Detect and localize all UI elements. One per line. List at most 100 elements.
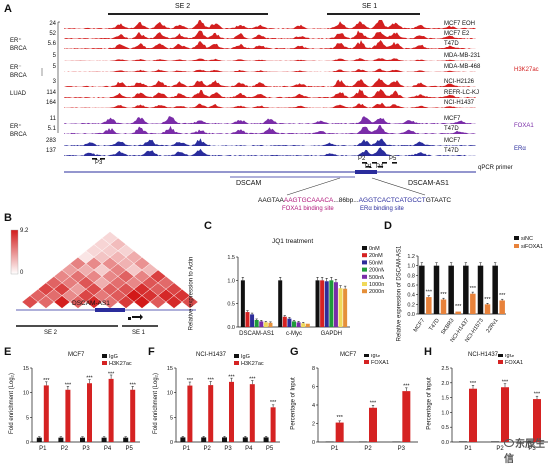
significance-stars: *** <box>129 382 136 388</box>
hic-cell <box>181 295 199 309</box>
bar-IgG-P3 <box>80 437 85 442</box>
bar-IgG-P2 <box>491 441 499 442</box>
track-scale-4: 5 <box>52 53 56 59</box>
bar-siFOXA1-T47D <box>440 299 447 314</box>
panel-c-letter: C <box>204 220 212 232</box>
track-signal-10 <box>64 125 476 134</box>
y-tick-label: 0.2 <box>407 302 415 308</box>
legend-label-H3K27ac: H3K27ac <box>241 361 264 367</box>
track-scale-3: 5.6 <box>47 41 56 47</box>
bar-H3K27ac-P2 <box>65 389 71 442</box>
track-signal-6 <box>64 78 476 87</box>
track-scale-1: 24 <box>49 21 56 27</box>
bar-200nM-c-Myc <box>292 321 296 327</box>
bar-2000nM-GAPDH <box>343 288 348 327</box>
x-category-label: DSCAM-AS1 <box>239 331 275 337</box>
legend-swatch-20nM <box>362 253 367 258</box>
legend-label-50nM: 50nM <box>369 260 383 266</box>
bar-siNC-SKBR3 <box>448 265 454 314</box>
track-cell-label-12: T47D <box>444 148 459 154</box>
x-category-label: P2 <box>364 446 372 452</box>
watermark: 东辰生信 <box>504 439 545 465</box>
bar-H3K27ac-P5 <box>270 407 276 442</box>
legend-label-siFOXA1: siFOXA1 <box>521 244 543 250</box>
primer-p1: P1 <box>365 164 373 170</box>
bar-IgG-P1 <box>36 437 42 442</box>
group-label-er-pos-1: ER⁺ BRCA <box>10 38 27 52</box>
panel-f-chart: 0 5 10 15 *** P1 *** P2 *** P3 *** P4 *** P5 IgGH3K27a… <box>167 354 280 452</box>
legend-label-500nM: 500nM <box>369 275 384 281</box>
legend-label-siNC: siNC <box>521 236 533 242</box>
significance-stars: *** <box>403 384 410 390</box>
legend-swatch-IgG <box>234 354 239 358</box>
bar-H3K27ac-P1 <box>43 385 49 442</box>
y-tick-label: 1.0 <box>441 410 449 416</box>
track-cell-label-3: T47D <box>444 41 459 47</box>
b-se1-label: SE 1 <box>132 330 146 336</box>
track-scale-8: 164 <box>45 100 56 106</box>
se1-label: SE 1 <box>362 3 378 10</box>
foxa1-mark-label: FOXA1 <box>514 123 534 129</box>
bar-IgG-P3 <box>392 441 401 443</box>
track-scale-6: 3 <box>52 79 56 85</box>
x-category-label: P3 <box>528 446 536 452</box>
bar-50nM-c-Myc <box>287 318 292 327</box>
group-label-luad: LUAD <box>10 91 27 97</box>
y-tick-label: 2.5 <box>441 366 449 372</box>
x-category-label: P5 <box>126 446 134 452</box>
panel-e-title: MCF7 <box>68 352 85 358</box>
bar-IgG-P5 <box>123 437 129 442</box>
legend-swatch-siFOXA1 <box>514 244 519 248</box>
y-tick-label: 0 <box>170 440 173 446</box>
bar-0nM-DSCAM-AS1 <box>240 280 245 327</box>
bar-IgG-P2 <box>359 441 367 443</box>
y-tick-label: 1.0 <box>227 278 235 284</box>
panel-d-letter: D <box>384 220 392 232</box>
legend-label-20nM: 20nM <box>369 253 383 259</box>
legend-label-2000nM: 2000nM <box>369 289 384 295</box>
bar-IgG-P1 <box>459 441 467 442</box>
bar-1000nM-GAPDH <box>338 288 343 327</box>
track-scale-11: 283 <box>45 138 56 144</box>
bar-2000nM-c-Myc <box>305 323 310 327</box>
bar-FOXA1-P3 <box>402 391 411 442</box>
h3k27ac-mark-label: H3K27ac <box>514 67 539 73</box>
primer-mark-7 <box>366 166 371 168</box>
legend-label-IgG: IgG <box>505 354 514 359</box>
bar-50nM-GAPDH <box>324 281 329 327</box>
y-tick-label: 1.2 <box>407 254 415 260</box>
track-cell-label-4: MDA-MB-231 <box>444 53 481 59</box>
bar-IgG-P2 <box>201 437 207 442</box>
significance-stars: *** <box>502 380 509 386</box>
track-signal-7 <box>64 89 476 98</box>
significance-stars: *** <box>207 378 214 384</box>
bar-IgG-P4 <box>242 437 248 442</box>
bar-siNC-T47D <box>433 265 440 314</box>
track-cell-label-5: MDA-MB-468 <box>444 64 481 70</box>
x-category-label: c-Myc <box>286 331 302 337</box>
panel-d-chart: 0.00.20.40.60.81.01.2***MCF7***T47D***SK… <box>407 236 543 344</box>
primer-mark-3 <box>362 162 367 164</box>
y-tick-label: 0.8 <box>407 273 415 279</box>
significance-stars: *** <box>43 378 50 384</box>
track-cell-label-6: NCI-H2126 <box>444 79 475 85</box>
legend-label-FOXA1: FOXA1 <box>371 360 389 366</box>
bar-siNC-NCI-H1573 <box>477 265 484 314</box>
panel-h-chart: 0.0 0.5 1.0 1.5 2.0 2.5 *** P1 *** P2 *** P3 IgGFOXA… <box>441 354 548 452</box>
primer-mark-5 <box>382 162 387 164</box>
track-signal-3 <box>64 40 476 49</box>
track-scale-7: 114 <box>46 90 56 96</box>
primer-mark-6 <box>392 162 397 164</box>
y-tick-label: 6 <box>312 385 315 391</box>
legend-swatch-500nM <box>362 274 367 279</box>
se2-label: SE 2 <box>175 3 191 10</box>
track-signal-2 <box>64 30 476 39</box>
significance-stars: *** <box>470 381 477 387</box>
legend-swatch-IgG <box>102 354 107 358</box>
significance-stars: *** <box>228 374 235 380</box>
legend-swatch-IgG <box>498 354 503 357</box>
bar-0nM-GAPDH <box>315 280 320 327</box>
bar-50nM-DSCAM-AS1 <box>250 314 255 327</box>
color-scale-bar <box>10 229 19 275</box>
bar-siNC-NCI-H1437 <box>463 265 469 314</box>
